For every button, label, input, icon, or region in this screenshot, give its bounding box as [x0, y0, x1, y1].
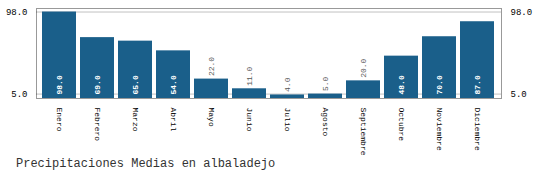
svg-text:20.0: 20.0	[359, 58, 368, 77]
svg-text:Septiembre: Septiembre	[359, 108, 368, 156]
svg-text:98.0: 98.0	[55, 75, 64, 94]
svg-text:4.0: 4.0	[283, 77, 292, 92]
svg-text:98.0: 98.0	[511, 8, 533, 18]
svg-text:Julio: Julio	[283, 108, 292, 132]
svg-text:Agosto: Agosto	[321, 108, 330, 137]
svg-text:Abril: Abril	[169, 108, 178, 132]
svg-text:98.0: 98.0	[6, 8, 28, 18]
svg-text:Marzo: Marzo	[131, 108, 140, 132]
svg-text:65.0: 65.0	[131, 75, 140, 94]
svg-text:22.0: 22.0	[207, 57, 216, 76]
svg-text:Mayo: Mayo	[207, 108, 216, 127]
svg-text:Enero: Enero	[55, 108, 64, 132]
svg-text:5.0: 5.0	[11, 90, 27, 100]
svg-text:Febrero: Febrero	[93, 108, 102, 142]
svg-text:Diciembre: Diciembre	[473, 108, 482, 151]
svg-text:48.0: 48.0	[397, 75, 406, 94]
svg-text:11.0: 11.0	[245, 66, 254, 85]
svg-text:87.0: 87.0	[473, 75, 482, 94]
svg-text:Junio: Junio	[245, 108, 254, 132]
svg-text:Noviembre: Noviembre	[435, 108, 444, 151]
svg-text:5.0: 5.0	[321, 76, 330, 91]
svg-text:5.0: 5.0	[511, 90, 527, 100]
html-text:Precipitaciones Medias en alba: Precipitaciones Medias en albaladejo	[16, 157, 276, 171]
svg-text:70.0: 70.0	[435, 75, 444, 94]
svg-text:Octubre: Octubre	[397, 108, 406, 142]
svg-text:69.0: 69.0	[93, 75, 102, 94]
svg-text:54.0: 54.0	[169, 75, 178, 94]
